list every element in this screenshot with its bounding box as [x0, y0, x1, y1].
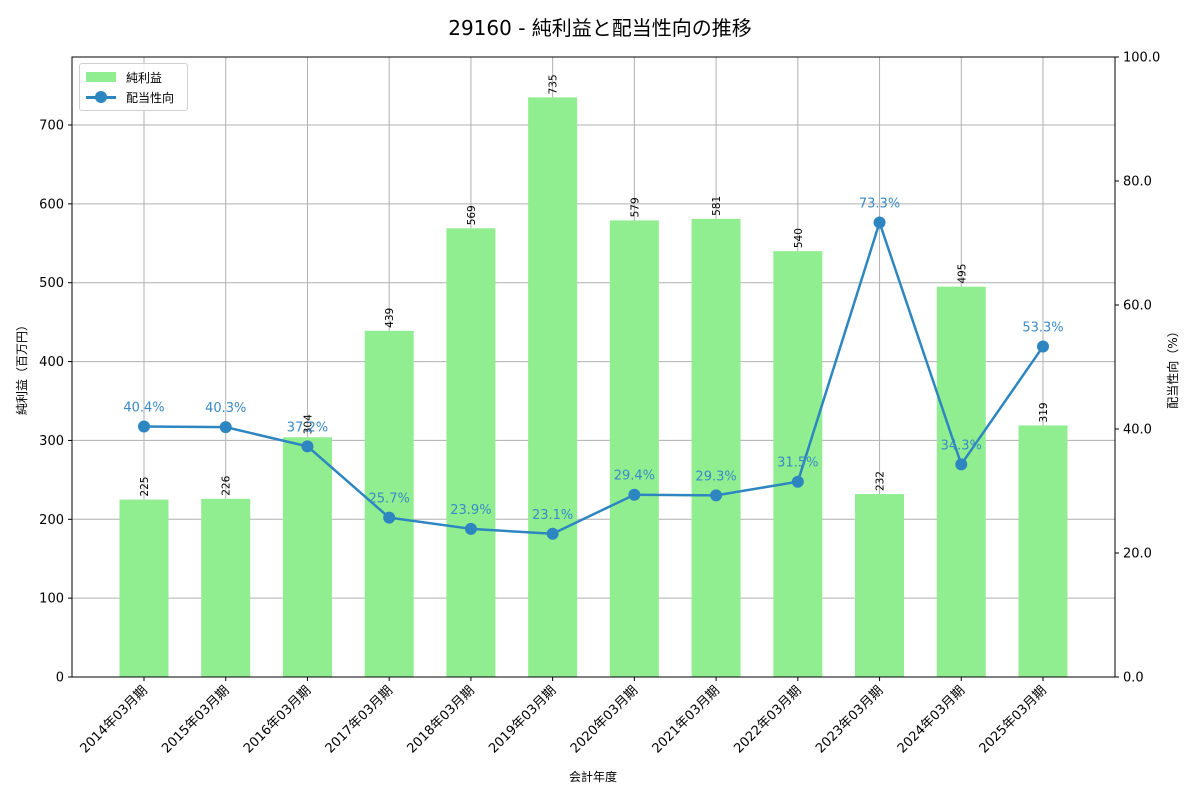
- bar: [609, 220, 659, 677]
- line-point-marker: [301, 440, 314, 453]
- x-axis: 2014年03月期 2015年03月期 2016年03月期 2017年03月期 2018…: [78, 677, 1050, 757]
- bar-value-label: 735: [548, 74, 560, 94]
- bar: [691, 218, 741, 677]
- y-axis-right-label: 配当性向（%）: [1165, 325, 1180, 408]
- line-value-label: 29.4%: [614, 469, 655, 484]
- line-point-marker: [628, 488, 641, 501]
- y-left-tick-label: 500: [39, 276, 64, 291]
- bar: [119, 499, 169, 677]
- y-left-tick-label: 0: [56, 671, 64, 686]
- bar: [1018, 425, 1068, 677]
- line-value-label: 31.5%: [777, 456, 818, 471]
- line-point-marker: [1037, 340, 1049, 353]
- x-axis-label: 会計年度: [569, 769, 617, 784]
- line-value-label: 40.4%: [123, 401, 164, 416]
- bar-value-label: 581: [711, 196, 723, 216]
- line-point-marker: [955, 458, 968, 471]
- x-tick-label: 2016年03月期: [241, 683, 314, 756]
- bar: [446, 228, 496, 677]
- x-tick-label: 2022年03月期: [731, 683, 804, 756]
- y-right-tick-label: 0.0: [1123, 671, 1144, 686]
- bar: [936, 286, 986, 677]
- line-value-label: 25.7%: [369, 492, 410, 507]
- line-value-label: 34.3%: [941, 438, 982, 453]
- line-series-payout-ratio: [138, 216, 1049, 540]
- x-tick-label: 2014年03月期: [78, 683, 151, 756]
- bar-value-label: 226: [221, 475, 233, 495]
- y-left-tick-label: 400: [39, 355, 64, 370]
- x-tick-label: 2019年03月期: [486, 683, 559, 756]
- bar: [855, 494, 905, 677]
- x-tick-label: 2015年03月期: [159, 683, 232, 756]
- bar-value-label: 540: [793, 228, 805, 248]
- x-tick-label: 2020年03月期: [568, 683, 641, 756]
- y-left-tick-label: 600: [39, 197, 64, 212]
- x-tick-label: 2018年03月期: [404, 683, 477, 756]
- line-point-marker: [791, 475, 804, 488]
- y-left-tick-label: 100: [39, 592, 64, 607]
- bar-value-label: 495: [956, 264, 968, 284]
- line-point-marker: [710, 489, 723, 502]
- legend: 純利益 配当性向: [79, 63, 188, 111]
- y-right-tick-label: 100.0: [1123, 51, 1160, 66]
- bar: [282, 437, 332, 677]
- legend-item-payout-ratio: 配当性向: [86, 88, 174, 106]
- line-point-marker: [219, 421, 232, 434]
- line-value-label: 23.1%: [532, 508, 573, 523]
- y-left-tick-label: 700: [39, 119, 64, 134]
- bar-value-label: 569: [466, 205, 478, 225]
- y-left-tick-label: 300: [39, 434, 64, 449]
- line-marker-icon: [86, 90, 116, 104]
- y-axis-left-label: 純利益（百万円）: [15, 319, 29, 415]
- y-right-tick-label: 60.0: [1123, 299, 1152, 314]
- line-point-marker: [464, 522, 477, 535]
- bar-swatch-icon: [86, 72, 116, 82]
- bar-value-label: 439: [384, 308, 396, 328]
- line-value-label: 23.9%: [450, 503, 491, 518]
- bar-value-label: 225: [139, 477, 151, 497]
- y-right-tick-label: 20.0: [1123, 547, 1152, 562]
- x-tick-label: 2021年03月期: [650, 683, 723, 756]
- legend-label: 配当性向: [126, 90, 175, 105]
- y-right-tick-label: 40.0: [1123, 423, 1152, 438]
- bar-series-net-income: [119, 97, 1068, 677]
- line-value-label: 37.2%: [287, 420, 328, 435]
- legend-label: 純利益: [126, 70, 163, 85]
- line-value-labels: 40.4% 40.3% 37.2% 25.7% 23.9% 23.1% 29.4% 29.3%…: [123, 197, 1063, 523]
- line-point-marker: [138, 420, 150, 433]
- x-tick-label: 2024年03月期: [895, 683, 968, 756]
- bar-value-labels: 225 226 304 439 569 735 579 581 540 232 495 319: [139, 74, 1050, 496]
- chart-title: 29160 - 純利益と配当性向の推移: [448, 16, 752, 40]
- line-point-marker: [873, 216, 886, 229]
- y-axis-left: 0 100 200 300 400 500 600 700: [39, 119, 72, 686]
- line-point-marker: [383, 511, 396, 524]
- bar-value-label: 304: [302, 414, 314, 434]
- bar-value-label: 319: [1038, 402, 1050, 422]
- x-tick-label: 2025年03月期: [977, 683, 1050, 756]
- y-axis-right: 0.0 20.0 40.0 60.0 80.0 100.0: [1115, 51, 1160, 686]
- line-value-label: 53.3%: [1022, 321, 1063, 336]
- line-value-label: 40.3%: [205, 401, 246, 416]
- bar: [528, 97, 578, 677]
- x-tick-label: 2023年03月期: [813, 683, 886, 756]
- y-right-tick-label: 80.0: [1123, 175, 1152, 190]
- line-value-label: 29.3%: [695, 469, 736, 484]
- line-point-marker: [546, 527, 559, 540]
- bar-value-label: 232: [875, 471, 887, 491]
- line-value-label: 73.3%: [859, 197, 900, 212]
- plot-frame: [71, 56, 1116, 678]
- x-tick-label: 2017年03月期: [323, 683, 396, 756]
- bar: [201, 498, 251, 677]
- legend-item-net-income: 純利益: [86, 68, 162, 86]
- bar-value-label: 579: [629, 197, 641, 217]
- bar: [773, 251, 823, 677]
- y-left-tick-label: 200: [39, 513, 64, 528]
